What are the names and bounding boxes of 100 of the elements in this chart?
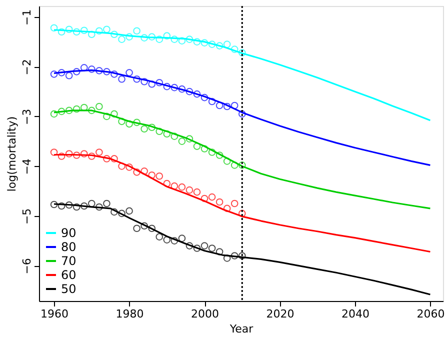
- point: [118, 162, 126, 170]
- point: [178, 85, 186, 93]
- point: [216, 42, 224, 50]
- point: [65, 72, 73, 80]
- point: [208, 244, 216, 252]
- point: [103, 68, 110, 76]
- point: [223, 254, 231, 262]
- point: [126, 164, 133, 171]
- point: [103, 112, 110, 120]
- point: [200, 194, 208, 202]
- point: [208, 193, 216, 201]
- point: [58, 108, 66, 116]
- point: [50, 24, 58, 32]
- point: [193, 38, 201, 46]
- point: [126, 69, 133, 76]
- point: [110, 155, 118, 162]
- point: [170, 84, 178, 92]
- point: [96, 203, 103, 211]
- point: [110, 70, 118, 78]
- point: [148, 171, 156, 179]
- point: [163, 130, 171, 138]
- point: [140, 222, 148, 230]
- point: [163, 180, 171, 188]
- point: [223, 158, 231, 165]
- point: [58, 202, 66, 210]
- point: [178, 183, 186, 191]
- point: [65, 106, 73, 114]
- x-tick-label: 2000: [191, 308, 220, 320]
- y-tick-label: −6: [20, 258, 34, 274]
- point: [230, 200, 238, 208]
- point: [170, 237, 178, 244]
- point: [80, 26, 88, 34]
- point: [58, 28, 66, 36]
- point: [186, 88, 194, 96]
- y-tick-label: −1: [20, 9, 34, 26]
- point: [140, 78, 148, 86]
- point: [148, 33, 156, 40]
- point: [50, 148, 58, 156]
- point: [133, 27, 140, 35]
- x-axis-title: Year: [228, 322, 254, 336]
- point: [65, 26, 73, 34]
- y-tick-label: −4: [20, 158, 34, 175]
- point: [72, 152, 80, 159]
- point: [110, 110, 118, 118]
- point: [126, 207, 133, 215]
- point: [140, 34, 148, 42]
- point: [163, 236, 171, 244]
- point: [186, 186, 194, 194]
- point: [88, 200, 96, 208]
- point: [208, 40, 216, 48]
- point: [230, 102, 238, 110]
- point: [80, 202, 88, 210]
- point: [216, 248, 224, 256]
- point: [58, 152, 66, 160]
- point: [65, 201, 73, 209]
- point: [216, 102, 224, 110]
- point: [156, 128, 164, 136]
- point: [178, 37, 186, 44]
- point: [238, 49, 246, 56]
- point: [230, 46, 238, 53]
- point: [140, 125, 148, 133]
- point: [88, 66, 96, 73]
- legend-label: 70: [61, 254, 76, 268]
- point: [88, 106, 96, 114]
- point: [200, 145, 208, 152]
- point: [208, 98, 216, 106]
- y-tick-label: −5: [20, 208, 34, 225]
- point: [72, 28, 80, 36]
- x-tick-label: 1960: [40, 308, 69, 320]
- point: [96, 67, 103, 74]
- point: [103, 26, 110, 34]
- point: [72, 68, 80, 76]
- point: [186, 242, 194, 250]
- y-axis-title: log(mortality): [6, 116, 18, 192]
- point: [133, 75, 140, 83]
- point: [170, 182, 178, 190]
- point: [140, 168, 148, 175]
- point: [156, 36, 164, 43]
- y-tick-label: −2: [20, 59, 34, 76]
- x-tick-label: 1980: [116, 308, 144, 320]
- point: [50, 200, 58, 208]
- point: [200, 94, 208, 102]
- point: [156, 78, 164, 86]
- point: [163, 32, 171, 40]
- point: [238, 162, 246, 169]
- point: [193, 142, 201, 150]
- point: [72, 203, 80, 211]
- point: [65, 150, 73, 158]
- point: [216, 152, 224, 159]
- point: [216, 198, 224, 206]
- point: [178, 138, 186, 145]
- point: [163, 82, 171, 90]
- legend-label: 50: [61, 282, 76, 296]
- point: [88, 152, 96, 160]
- x-tick-label: 2040: [341, 308, 370, 320]
- point: [170, 132, 178, 140]
- point: [96, 148, 103, 156]
- point: [88, 30, 96, 38]
- point: [50, 110, 58, 118]
- point: [50, 70, 58, 78]
